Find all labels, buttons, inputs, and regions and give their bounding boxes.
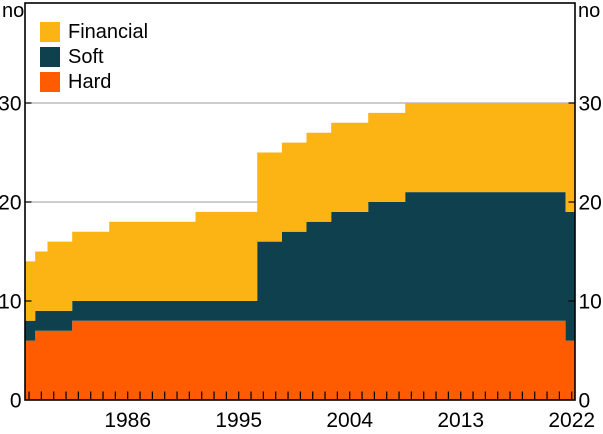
y-axis-unit-right: no bbox=[578, 0, 601, 22]
y-axis-label-left-30: 30 bbox=[0, 93, 22, 116]
legend-item-soft: Soft bbox=[40, 47, 148, 67]
y-axis-label-right-30: 30 bbox=[579, 93, 602, 116]
legend-swatch-soft bbox=[40, 47, 60, 67]
area-soft bbox=[25, 192, 575, 341]
chart-legend: Financial Soft Hard bbox=[40, 22, 148, 97]
legend-label-financial: Financial bbox=[68, 21, 149, 43]
legend-item-hard: Hard bbox=[40, 72, 148, 92]
area-hard bbox=[25, 320, 575, 400]
x-axis-label-2022: 2022 bbox=[548, 409, 595, 432]
legend-label-hard: Hard bbox=[68, 71, 112, 93]
area-financial bbox=[25, 103, 575, 321]
x-axis-label-2013: 2013 bbox=[437, 409, 484, 432]
y-axis-unit-left: no bbox=[2, 0, 25, 22]
legend-item-financial: Financial bbox=[40, 22, 148, 42]
legend-swatch-financial bbox=[40, 22, 60, 42]
y-axis-label-right-0: 0 bbox=[579, 390, 591, 413]
y-axis-label-right-20: 20 bbox=[579, 192, 602, 215]
y-axis-label-left-0: 0 bbox=[10, 390, 22, 413]
y-axis-label-left-20: 20 bbox=[0, 192, 22, 215]
x-axis-label-1986: 1986 bbox=[104, 409, 151, 432]
y-axis-label-right-10: 10 bbox=[579, 291, 602, 314]
legend-swatch-hard bbox=[40, 72, 60, 92]
x-axis-label-2004: 2004 bbox=[326, 409, 373, 432]
x-axis-label-1995: 1995 bbox=[215, 409, 262, 432]
legend-label-soft: Soft bbox=[68, 46, 104, 68]
y-axis-label-left-10: 10 bbox=[0, 291, 22, 314]
